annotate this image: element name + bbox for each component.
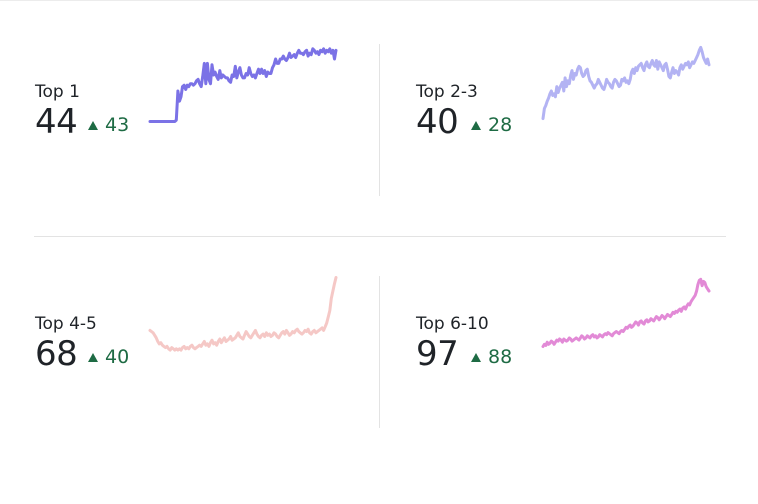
column-divider-bottom: [379, 276, 380, 428]
kpi-delta: 88: [471, 346, 512, 368]
triangle-up-icon: [471, 352, 481, 362]
kpi-card-top-6-10: Top 6-10 97 88: [416, 314, 758, 504]
triangle-up-icon: [88, 120, 98, 130]
row-divider: [34, 236, 726, 237]
sparkline-top-2-3: [541, 45, 711, 121]
sparkline-top-6-10: [541, 277, 711, 348]
kpi-value: 68: [35, 334, 78, 374]
column-divider-top: [379, 44, 380, 196]
kpi-card-top-4-5: Top 4-5 68 40: [35, 314, 380, 504]
sparkline-series-line: [541, 277, 711, 348]
kpi-label: Top 2-3: [416, 82, 478, 102]
sparkline-series-line: [541, 45, 711, 121]
sparkline-top-4-5: [148, 276, 338, 352]
kpi-card-top-1: Top 1 44 43: [35, 82, 380, 272]
kpi-sparkline-grid: Top 1 44 43 Top 2-3 40 28 Top 4-5 68 40 …: [34, 44, 758, 428]
sparkline-top-1: [148, 47, 338, 123]
kpi-value: 40: [416, 102, 459, 142]
kpi-label: Top 1: [35, 82, 80, 102]
kpi-card-top-2-3: Top 2-3 40 28: [416, 82, 758, 272]
sparkline-series-line: [148, 276, 338, 352]
kpi-delta-value: 40: [105, 346, 130, 368]
kpi-delta-value: 88: [488, 346, 513, 368]
kpi-delta-value: 43: [105, 114, 130, 136]
triangle-up-icon: [88, 352, 98, 362]
kpi-delta: 28: [471, 114, 512, 136]
sparkline-series-line: [148, 47, 338, 123]
kpi-label: Top 4-5: [35, 314, 97, 334]
top-border: [0, 0, 758, 1]
kpi-value: 44: [35, 102, 78, 142]
kpi-delta: 43: [88, 114, 129, 136]
kpi-label: Top 6-10: [416, 314, 489, 334]
kpi-value: 97: [416, 334, 459, 374]
kpi-delta-value: 28: [488, 114, 513, 136]
kpi-delta: 40: [88, 346, 129, 368]
triangle-up-icon: [471, 120, 481, 130]
